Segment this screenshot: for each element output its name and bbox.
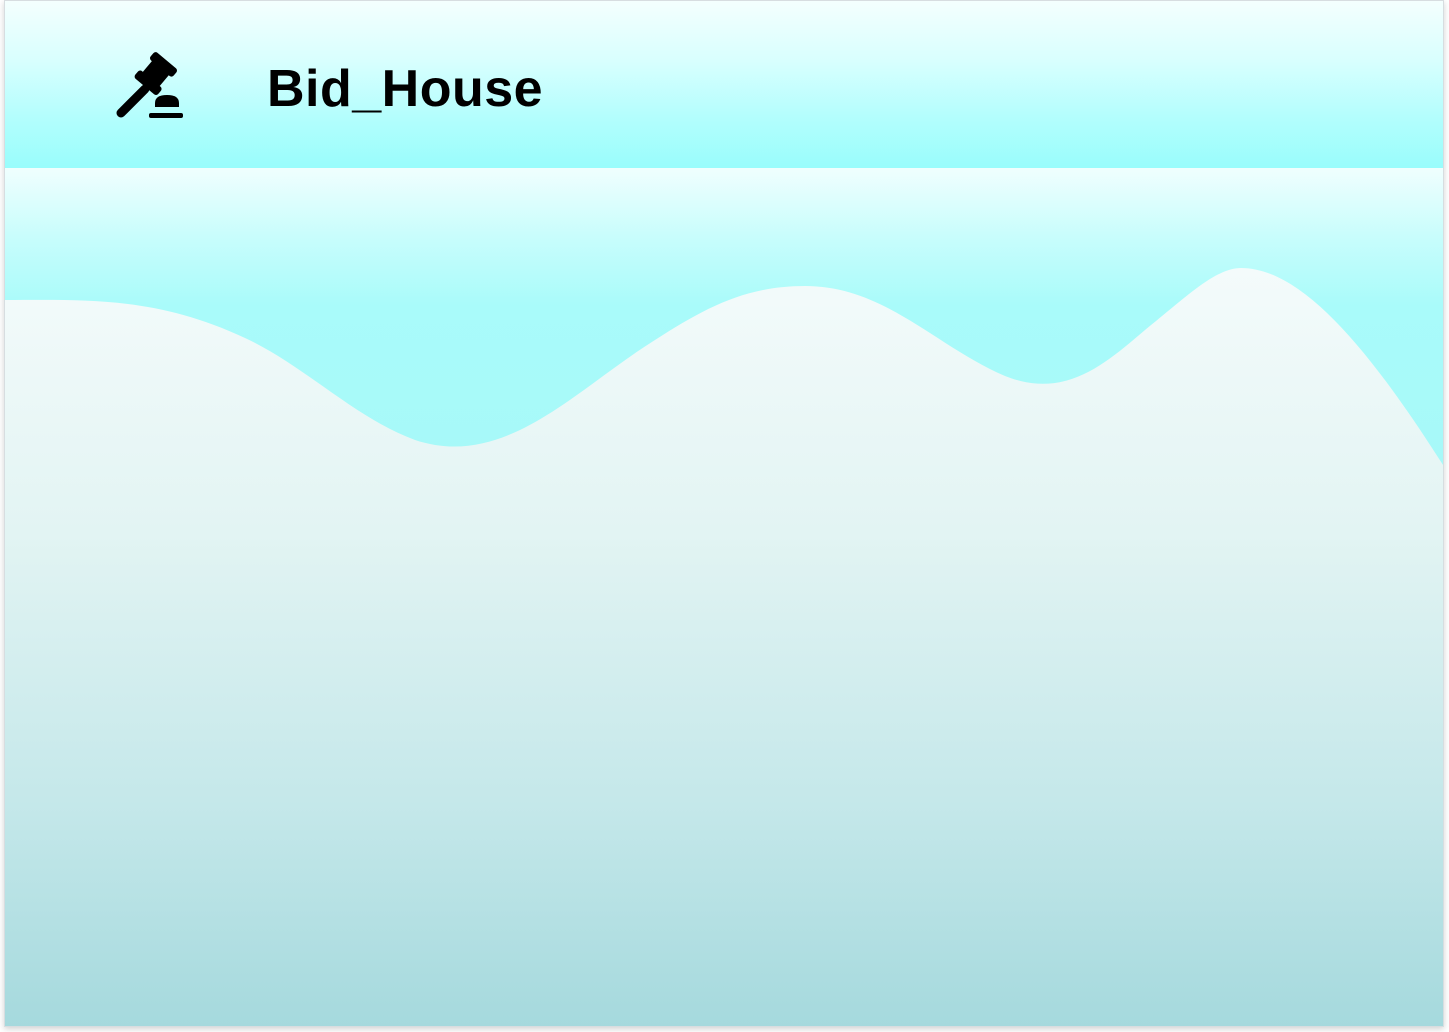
top-navigation-bar: Bid_House	[5, 1, 1443, 168]
wave-shape	[5, 268, 1443, 1026]
hero-section	[5, 168, 1443, 1026]
brand-name[interactable]: Bid_House	[267, 60, 544, 118]
app-window: Bid_House	[4, 0, 1444, 1027]
wave-background	[5, 268, 1443, 1026]
gavel-logo-icon[interactable]	[111, 47, 187, 123]
gavel-icon	[116, 52, 183, 118]
